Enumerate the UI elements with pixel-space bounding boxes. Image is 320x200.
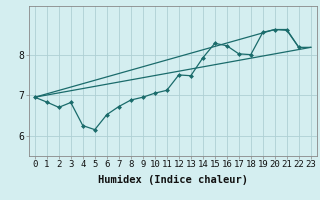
X-axis label: Humidex (Indice chaleur): Humidex (Indice chaleur) xyxy=(98,175,248,185)
